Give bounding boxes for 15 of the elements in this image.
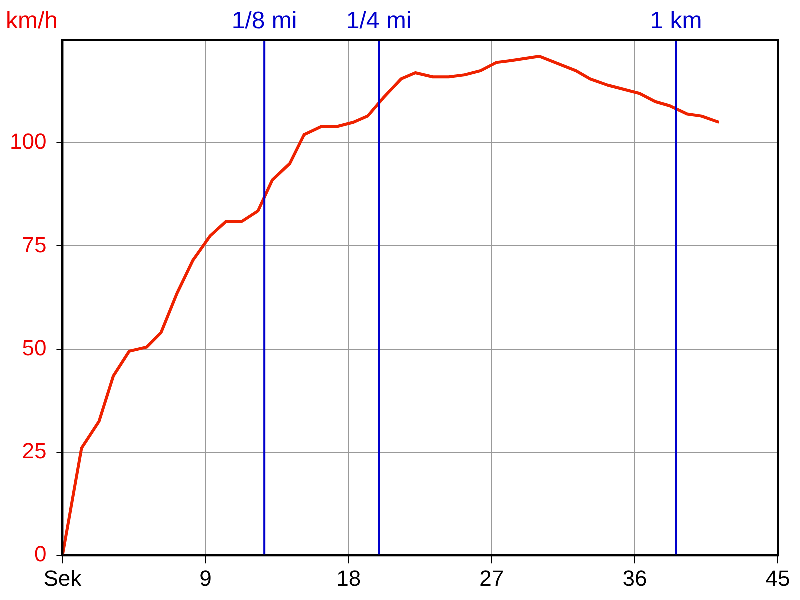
- ref-line-label: 1/8 mi: [232, 8, 298, 35]
- x-tick-label: 27: [480, 566, 504, 591]
- x-tick-label: 45: [766, 566, 790, 591]
- x-tick-label: 18: [336, 566, 362, 591]
- y-tick-label: 100: [10, 129, 47, 154]
- ref-line-label: 1/4 mi: [346, 8, 412, 35]
- y-tick-label: 0: [34, 542, 47, 567]
- x-tick-label: Sek: [44, 566, 83, 591]
- y-tick-label: 50: [22, 335, 47, 360]
- y-axis-title: km/h: [6, 8, 58, 35]
- ref-line-label: 1 km: [650, 8, 702, 35]
- x-tick-label: 36: [622, 566, 648, 591]
- y-tick-label: 75: [22, 232, 47, 258]
- y-tick-label: 25: [22, 438, 47, 464]
- x-tick-label: 9: [200, 566, 212, 591]
